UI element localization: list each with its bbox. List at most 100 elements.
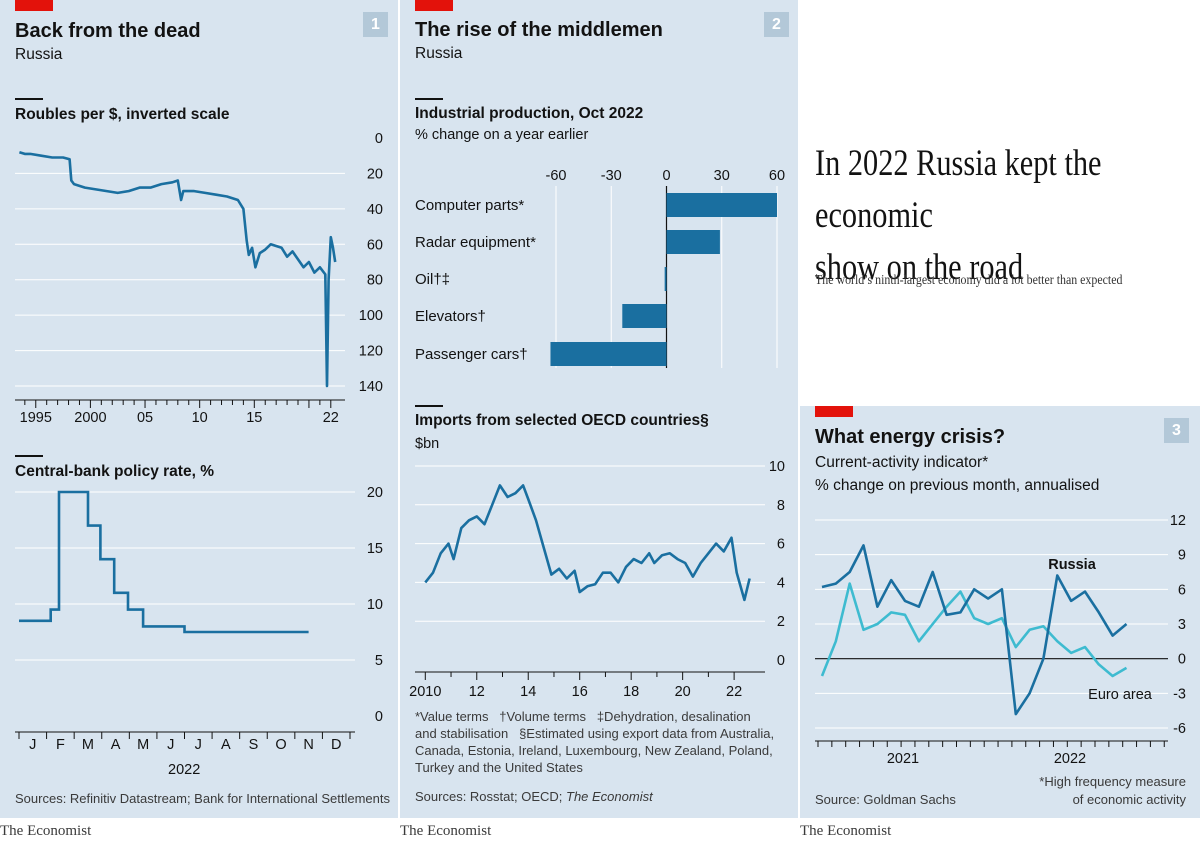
red-tag-1 xyxy=(15,0,53,11)
bar xyxy=(664,267,667,291)
policy-chart-title: Central-bank policy rate, % xyxy=(15,463,214,480)
x-tick-label: 0 xyxy=(662,168,670,184)
panel-number-3: 3 xyxy=(1164,418,1189,443)
source-text: Sources: Rosstat; OECD; xyxy=(415,789,566,804)
y-tick-label: 2 xyxy=(777,614,785,630)
x-tick-label: D xyxy=(331,737,341,753)
y-tick-label: -3 xyxy=(1173,686,1186,702)
red-tag-2 xyxy=(415,0,453,11)
panel-title-2: The rise of the middlemen xyxy=(415,19,663,41)
chart-panel-2 xyxy=(400,0,798,818)
panel-footnote-3a: *High frequency measure xyxy=(1039,774,1186,789)
panel-footnote-3b: of economic activity xyxy=(1072,792,1186,807)
bar xyxy=(666,230,720,254)
brand-logo-2: The Economist xyxy=(400,823,492,839)
chart-panel-1 xyxy=(0,0,398,818)
y-tick-label: 10 xyxy=(769,459,785,475)
x-tick-label: 2000 xyxy=(74,410,106,426)
bar xyxy=(550,342,667,366)
y-tick-label: -6 xyxy=(1173,721,1186,737)
y-tick-label: 0 xyxy=(375,131,383,147)
x-tick-label: N xyxy=(303,737,313,753)
brand-logo-3: The Economist xyxy=(800,823,892,839)
y-tick-label: 20 xyxy=(367,485,383,501)
panel-title-1: Back from the dead xyxy=(15,20,201,42)
footnote-line-1: *Value terms †Volume terms ‡Dehydration,… xyxy=(415,709,751,724)
x-tick-label: -30 xyxy=(601,168,622,184)
article-standfirst: The world’s ninth-largest economy did a … xyxy=(815,273,1123,288)
y-tick-label: 10 xyxy=(367,597,383,613)
y-tick-label: 100 xyxy=(359,308,383,324)
x-tick-label: 18 xyxy=(623,684,639,700)
imports-line xyxy=(424,484,751,602)
bar xyxy=(622,304,667,328)
panel-source-3: Source: Goldman Sachs xyxy=(815,792,956,807)
chart-rule xyxy=(415,98,443,100)
x-tick-label: O xyxy=(275,737,286,753)
x-tick-label: 10 xyxy=(192,410,208,426)
industrial-chart-subtitle: % change on a year earlier xyxy=(415,127,589,143)
panel-number-2: 2 xyxy=(764,12,789,37)
chart-rule xyxy=(415,405,443,407)
panel-subtitle-3a: Current-activity indicator* xyxy=(815,454,989,471)
footnote-line-3: Canada, Estonia, Ireland, Luxembourg, Ne… xyxy=(415,743,773,758)
y-tick-label: 6 xyxy=(777,537,785,553)
y-tick-label: 140 xyxy=(359,379,383,395)
chart-panel-3 xyxy=(800,406,1200,818)
roubles-line xyxy=(19,150,337,388)
x-tick-label: J xyxy=(195,737,202,753)
x-tick-label: 2022 xyxy=(1054,751,1086,767)
y-tick-label: 120 xyxy=(359,344,383,360)
panel-title-3: What energy crisis? xyxy=(815,426,1006,448)
x-tick-label: J xyxy=(167,737,174,753)
x-tick-label: -60 xyxy=(546,168,567,184)
source-italic: The Economist xyxy=(566,789,653,804)
imports-chart-title: Imports from selected OECD countries§ xyxy=(415,412,709,429)
imports-ylabel: $bn xyxy=(415,436,440,452)
policy-rate-line xyxy=(19,490,309,634)
x-tick-label: M xyxy=(82,737,94,753)
y-tick-label: 12 xyxy=(1170,513,1186,529)
x-tick-label: 05 xyxy=(137,410,153,426)
x-tick-label: 60 xyxy=(769,168,785,184)
bar-category-label: Oil†‡ xyxy=(415,271,450,288)
headline-line-2: show on the road xyxy=(815,247,1024,288)
x-tick-label: 22 xyxy=(323,410,339,426)
bar-category-label: Elevators† xyxy=(415,308,486,325)
x-tick-label: 2010 xyxy=(409,684,441,700)
y-tick-label: 15 xyxy=(367,541,383,557)
panel-source-1: Sources: Refinitiv Datastream; Bank for … xyxy=(15,791,391,806)
y-tick-label: 3 xyxy=(1178,617,1186,633)
bar-category-label: Radar equipment* xyxy=(415,234,536,251)
y-tick-label: 60 xyxy=(367,237,383,253)
y-tick-label: 6 xyxy=(1178,582,1186,598)
x-tick-label: A xyxy=(221,737,231,753)
headline-line-1: In 2022 Russia kept the economic xyxy=(815,143,1102,236)
x-tick-label: 22 xyxy=(726,684,742,700)
footnote-line-4: Turkey and the United States xyxy=(415,760,583,775)
industrial-chart-title: Industrial production, Oct 2022 xyxy=(415,105,644,122)
y-tick-label: 40 xyxy=(367,202,383,218)
brand-logo-1: The Economist xyxy=(0,823,92,839)
y-tick-label: 8 xyxy=(777,498,785,514)
x-tick-label: 1995 xyxy=(20,410,52,426)
bar xyxy=(666,193,777,217)
x-tick-label: 12 xyxy=(469,684,485,700)
y-tick-label: 20 xyxy=(367,166,383,182)
y-tick-label: 80 xyxy=(367,273,383,289)
y-tick-label: 0 xyxy=(777,653,785,669)
article-headline: In 2022 Russia kept the economic show on… xyxy=(815,138,1131,294)
x-tick-label: 16 xyxy=(572,684,588,700)
x-tick-label: S xyxy=(249,737,259,753)
series-label-euro-area: Euro area xyxy=(1088,687,1153,703)
panel-subtitle-1: Russia xyxy=(15,46,63,63)
red-tag-3 xyxy=(815,406,853,417)
y-tick-label: 0 xyxy=(375,709,383,725)
euro-area-line xyxy=(820,582,1128,678)
y-tick-label: 9 xyxy=(1178,548,1186,564)
russia-line xyxy=(821,544,1128,716)
